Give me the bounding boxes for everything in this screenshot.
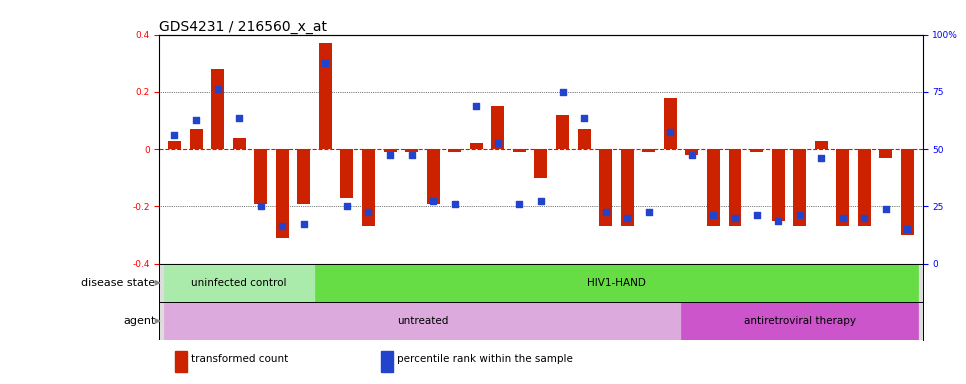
Bar xyxy=(233,138,245,149)
Point xyxy=(727,215,743,221)
Point xyxy=(749,212,764,218)
Bar xyxy=(492,106,504,149)
Bar xyxy=(469,143,483,149)
Point xyxy=(619,215,635,221)
Bar xyxy=(163,302,681,340)
Bar xyxy=(814,141,828,149)
Bar xyxy=(901,149,914,235)
Point xyxy=(878,206,894,212)
Bar xyxy=(427,149,440,204)
Point xyxy=(188,118,204,124)
Point xyxy=(663,129,678,135)
Point xyxy=(835,215,850,221)
Point xyxy=(490,140,505,146)
Bar xyxy=(534,149,548,178)
Text: agent: agent xyxy=(124,316,156,326)
Point xyxy=(554,89,570,95)
Point xyxy=(274,223,290,230)
Bar xyxy=(212,69,224,149)
Point xyxy=(297,220,312,227)
Text: antiretroviral therapy: antiretroviral therapy xyxy=(744,316,856,326)
Point xyxy=(899,226,915,232)
Point xyxy=(598,209,613,215)
Bar xyxy=(381,351,393,372)
Bar xyxy=(664,98,677,149)
Point xyxy=(232,114,247,121)
Point xyxy=(706,212,722,218)
Point xyxy=(253,204,269,210)
Point xyxy=(813,155,829,161)
Bar xyxy=(750,149,763,152)
Point xyxy=(425,198,440,204)
Bar xyxy=(362,149,375,227)
Bar xyxy=(858,149,870,227)
Point xyxy=(684,152,699,158)
Point xyxy=(404,152,419,158)
Bar xyxy=(276,149,289,238)
Text: HIV1-HAND: HIV1-HAND xyxy=(587,278,646,288)
Point xyxy=(210,86,225,92)
Bar xyxy=(642,149,655,152)
Text: GDS4231 / 216560_x_at: GDS4231 / 216560_x_at xyxy=(159,20,327,33)
Point xyxy=(339,204,355,210)
Bar xyxy=(163,264,315,302)
Bar xyxy=(319,43,332,149)
Text: percentile rank within the sample: percentile rank within the sample xyxy=(397,354,574,364)
Point xyxy=(577,114,592,121)
Text: transformed count: transformed count xyxy=(191,354,289,364)
Point xyxy=(360,209,376,215)
Point xyxy=(469,103,484,109)
Point xyxy=(770,218,785,224)
Point xyxy=(641,209,657,215)
Bar xyxy=(168,141,181,149)
Bar xyxy=(879,149,893,158)
Bar xyxy=(772,149,784,221)
Bar xyxy=(621,149,634,227)
Bar xyxy=(448,149,461,152)
Bar xyxy=(298,149,310,204)
Bar xyxy=(837,149,849,227)
Point xyxy=(512,200,527,207)
Bar xyxy=(175,351,186,372)
Bar xyxy=(405,149,418,152)
Bar xyxy=(340,149,354,198)
Bar xyxy=(707,149,720,227)
Text: untreated: untreated xyxy=(397,316,448,326)
Bar xyxy=(681,302,919,340)
Point xyxy=(447,200,463,207)
Text: disease state: disease state xyxy=(81,278,156,288)
Bar xyxy=(384,149,396,152)
Bar xyxy=(556,115,569,149)
Bar xyxy=(599,149,612,227)
Point xyxy=(167,132,183,138)
Point xyxy=(792,212,808,218)
Point xyxy=(533,198,549,204)
Bar xyxy=(793,149,806,227)
Bar xyxy=(254,149,268,204)
Bar xyxy=(513,149,526,152)
Point xyxy=(857,215,872,221)
Point xyxy=(383,152,398,158)
Bar xyxy=(686,149,698,155)
Bar xyxy=(189,129,203,149)
Bar xyxy=(728,149,742,227)
Bar xyxy=(315,264,919,302)
Point xyxy=(318,60,333,66)
Bar xyxy=(578,129,590,149)
Text: uninfected control: uninfected control xyxy=(191,278,287,288)
